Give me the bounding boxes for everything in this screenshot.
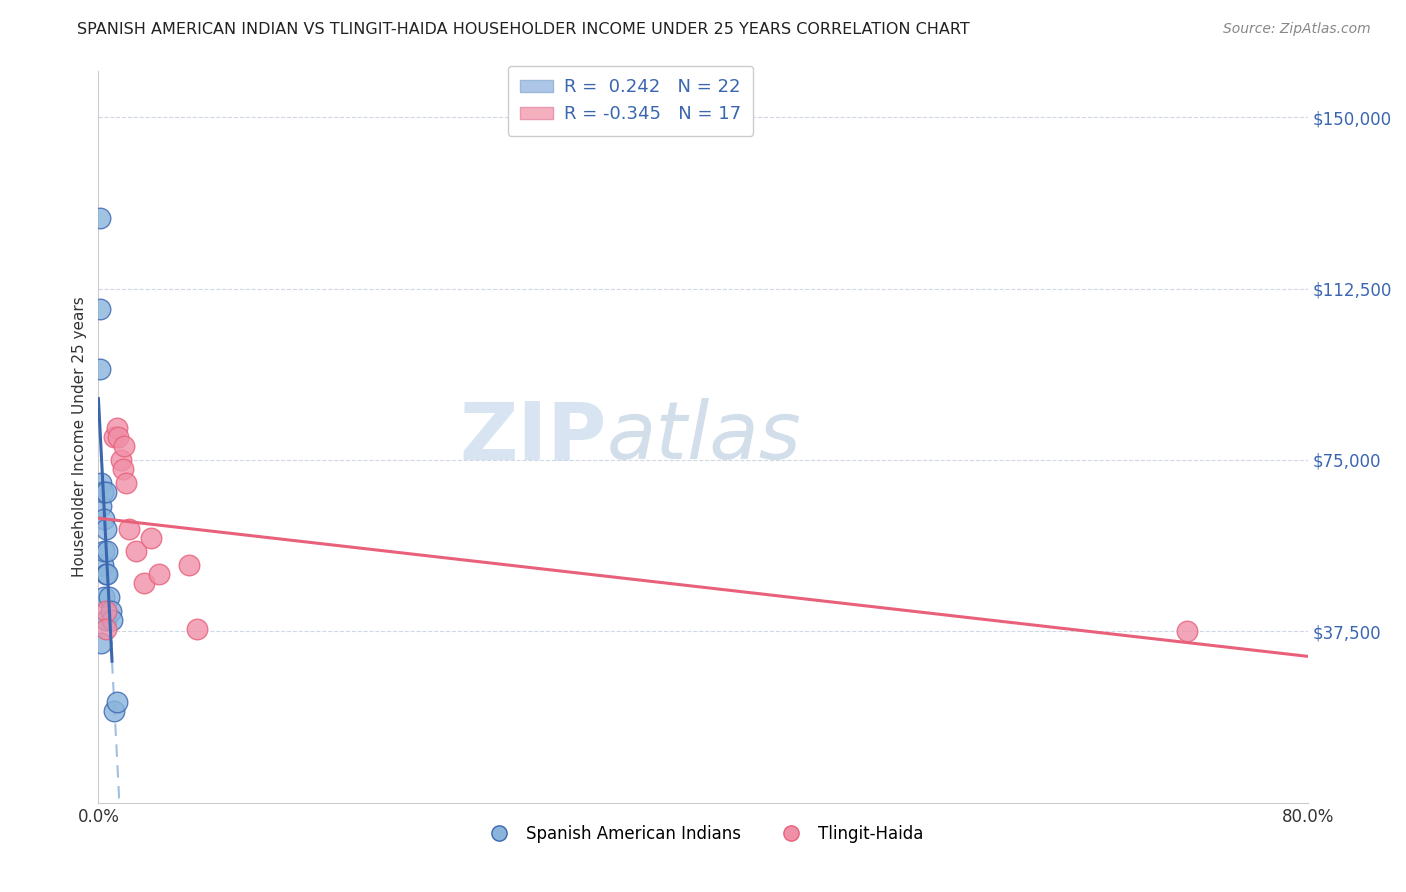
Point bbox=[111, 462, 134, 476]
Point bbox=[94, 613, 117, 627]
Point bbox=[141, 531, 163, 545]
Point bbox=[89, 301, 111, 317]
Point bbox=[114, 475, 136, 490]
Point bbox=[186, 622, 208, 636]
Point bbox=[112, 439, 135, 453]
Point bbox=[90, 636, 112, 650]
Text: atlas: atlas bbox=[606, 398, 801, 476]
Point bbox=[89, 211, 111, 225]
Point bbox=[94, 604, 117, 618]
Point bbox=[148, 567, 170, 582]
Point bbox=[110, 453, 132, 467]
Text: Source: ZipAtlas.com: Source: ZipAtlas.com bbox=[1223, 22, 1371, 37]
Point bbox=[125, 544, 148, 558]
Point bbox=[103, 705, 125, 719]
Point bbox=[90, 499, 112, 513]
Point bbox=[103, 430, 125, 444]
Point bbox=[132, 576, 155, 591]
Point bbox=[96, 567, 118, 582]
Point bbox=[96, 544, 118, 558]
Text: SPANISH AMERICAN INDIAN VS TLINGIT-HAIDA HOUSEHOLDER INCOME UNDER 25 YEARS CORRE: SPANISH AMERICAN INDIAN VS TLINGIT-HAIDA… bbox=[77, 22, 970, 37]
Point bbox=[93, 590, 115, 604]
Text: ZIP: ZIP bbox=[458, 398, 606, 476]
Point bbox=[107, 430, 129, 444]
Y-axis label: Householder Income Under 25 years: Householder Income Under 25 years bbox=[72, 297, 87, 577]
Point bbox=[93, 512, 115, 526]
Point bbox=[94, 622, 117, 636]
Point bbox=[94, 484, 117, 499]
Point bbox=[94, 567, 117, 582]
Point bbox=[105, 695, 128, 709]
Point bbox=[89, 361, 111, 376]
Point bbox=[91, 558, 114, 573]
Legend: Spanish American Indians, Tlingit-Haida: Spanish American Indians, Tlingit-Haida bbox=[477, 818, 929, 849]
Point bbox=[1175, 624, 1198, 639]
Point bbox=[100, 604, 122, 618]
Point bbox=[118, 521, 141, 535]
Point bbox=[98, 590, 121, 604]
Point bbox=[91, 484, 114, 499]
Point bbox=[101, 613, 124, 627]
Point bbox=[90, 475, 112, 490]
Point bbox=[94, 521, 117, 535]
Point bbox=[93, 544, 115, 558]
Point bbox=[105, 421, 128, 435]
Point bbox=[179, 558, 201, 573]
